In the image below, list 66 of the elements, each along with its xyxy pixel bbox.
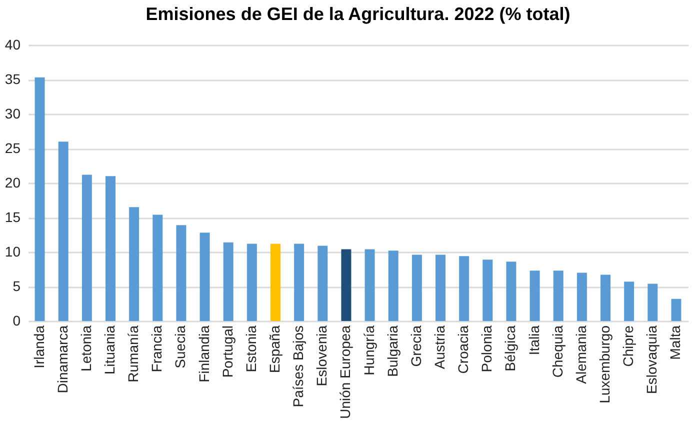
x-tick-label: Unión Europea <box>337 325 354 419</box>
bar <box>58 142 68 321</box>
bar <box>364 249 375 321</box>
y-tick-label: 40 <box>4 36 21 52</box>
x-tick-label: Lituania <box>102 325 118 375</box>
x-tick-label: Grecia <box>408 325 424 367</box>
x-tick-label: Chipre <box>620 325 636 367</box>
bar <box>176 225 186 321</box>
x-tick-label: Dinamarca <box>54 325 70 394</box>
x-tick-label: Bulgaria <box>384 325 400 377</box>
bar <box>624 282 634 321</box>
x-tick-label: Eslovenia <box>314 325 330 386</box>
y-tick-label: 20 <box>4 174 21 190</box>
x-tick-label: Suecia <box>172 325 188 368</box>
bar <box>506 262 516 321</box>
bar <box>294 244 304 321</box>
x-tick-label: Malta <box>667 325 684 360</box>
x-tick-label: Italia <box>526 325 542 356</box>
x-tick-label: Alemania <box>572 325 589 384</box>
x-tick-label: Croacia <box>455 325 472 374</box>
bar <box>152 214 163 321</box>
x-tick-label: Francia <box>148 325 165 372</box>
x-tick-label: Hungría <box>360 325 377 376</box>
bar <box>576 272 587 321</box>
bar <box>600 274 610 321</box>
bar <box>482 260 493 321</box>
y-tick-label: 15 <box>4 209 21 225</box>
bar <box>412 254 422 321</box>
x-tick-label: Polonia <box>478 325 495 372</box>
bar <box>270 244 280 321</box>
y-tick-label: 30 <box>4 106 21 122</box>
x-tick-label: Bélgica <box>502 325 518 372</box>
x-tick-label: España <box>266 325 282 373</box>
bar <box>648 284 658 321</box>
y-tick-label: 10 <box>4 244 21 260</box>
bar <box>318 246 328 321</box>
x-tick-label: Chequia <box>549 325 566 378</box>
bar <box>459 256 470 321</box>
bar <box>223 242 234 321</box>
bar <box>129 207 140 321</box>
bar <box>553 270 564 321</box>
bar <box>200 232 210 321</box>
x-tick-label: Austria <box>432 325 448 370</box>
bar <box>106 176 116 321</box>
x-tick-label: Eslovaquia <box>644 325 660 394</box>
y-tick-label: 0 <box>12 312 21 328</box>
x-tick-label: Letonia <box>78 325 94 372</box>
bar <box>341 249 352 321</box>
x-tick-label: Portugal <box>219 326 236 378</box>
bar <box>436 254 446 321</box>
y-tick-label: 25 <box>4 140 21 156</box>
chart-title: Emisiones de GEI de la Agricultura. 2022 (% total) <box>146 4 570 24</box>
y-tick-label: 5 <box>12 278 21 294</box>
bar <box>246 244 257 321</box>
x-tick-label: Países Bajos <box>290 326 306 408</box>
bar <box>82 174 92 321</box>
x-tick-label: Luxemburgo <box>596 325 612 404</box>
bar <box>530 270 540 321</box>
x-tick-label: Irlanda <box>30 325 47 368</box>
bar <box>34 77 45 321</box>
bar <box>388 250 398 321</box>
x-tick-label: Finlandia <box>196 325 212 382</box>
x-tick-label: Estonia <box>242 325 259 372</box>
y-tick-label: 35 <box>4 71 21 87</box>
x-tick-label: Rumanía <box>125 325 142 382</box>
bar <box>671 298 682 321</box>
